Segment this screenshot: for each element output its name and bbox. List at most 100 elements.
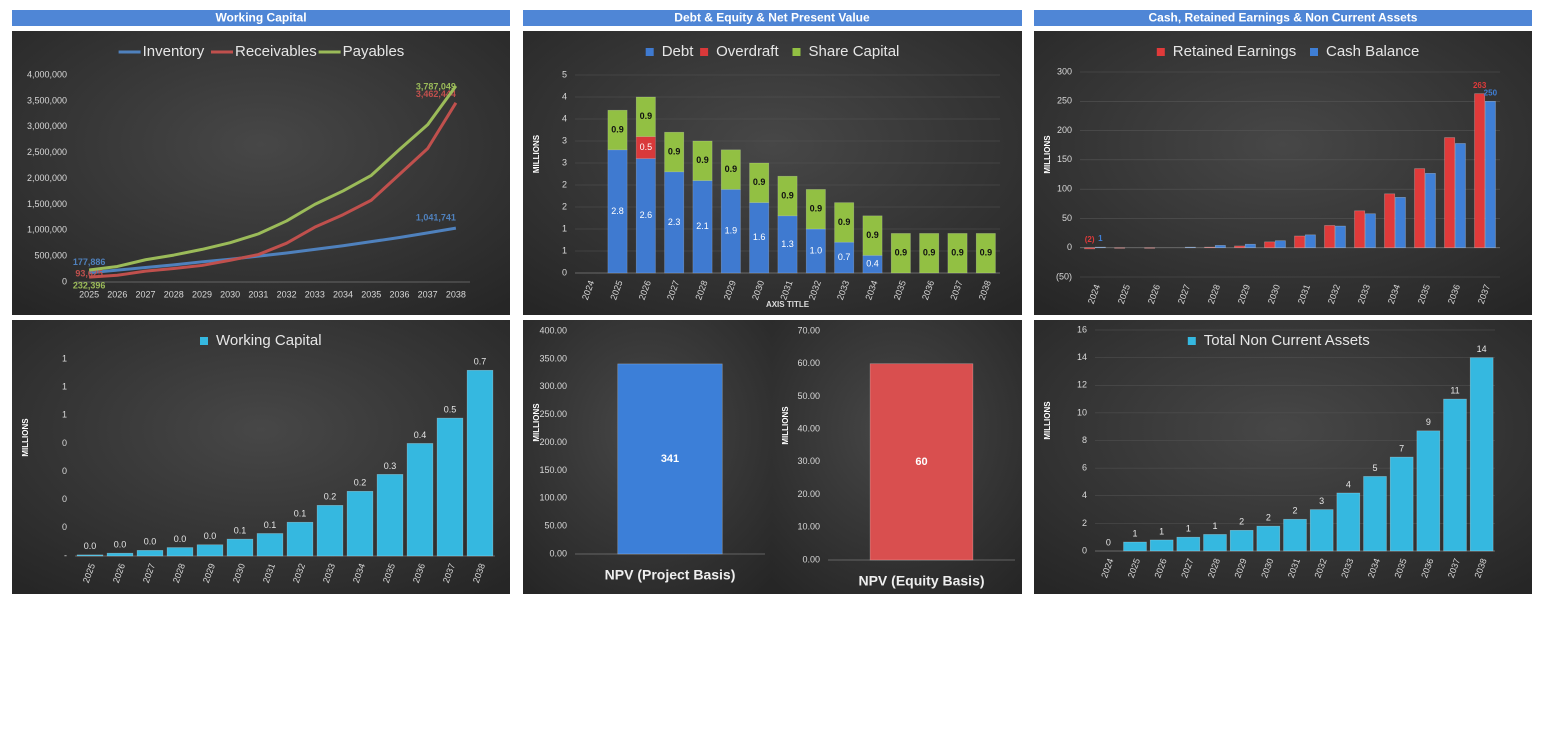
legend-swatch [1187, 337, 1196, 345]
bar-segment [749, 162, 770, 203]
bar [1484, 100, 1496, 249]
x-tick-label: 2034 [333, 289, 353, 299]
data-label: 0.0 [84, 541, 97, 551]
data-label: 0.7 [474, 357, 487, 367]
bar [1264, 241, 1276, 249]
y-tick-label: 60.00 [797, 358, 820, 368]
bar-segment [947, 233, 968, 274]
bar [1416, 430, 1441, 552]
bar-segment [975, 233, 996, 274]
legend-label: Receivables [235, 43, 317, 60]
bar-segment [777, 175, 798, 217]
line-series [88, 85, 458, 272]
y-tick-label: 20.00 [797, 489, 820, 499]
line-series [88, 226, 457, 275]
bar [136, 550, 164, 557]
data-label: 3 [1319, 496, 1324, 506]
bar [1414, 168, 1426, 249]
bar [1394, 197, 1406, 249]
data-label: 11 [1450, 385, 1459, 395]
bar-segment [805, 189, 826, 230]
y-tick-label: 8 [1082, 435, 1087, 445]
chart-panel [523, 31, 1022, 315]
bar [226, 538, 254, 557]
bar [1274, 240, 1286, 249]
x-tick-label: 2027 [136, 289, 156, 299]
chart-panel [12, 31, 510, 315]
data-label: 0.2 [324, 492, 337, 502]
bar-segment [664, 131, 685, 173]
data-label: 93,625 [75, 269, 103, 279]
y-tick-label: 4 [562, 91, 567, 101]
y-tick-label: 0 [562, 267, 567, 277]
y-tick-label: 150 [1057, 154, 1072, 164]
data-label: 2 [1239, 517, 1244, 527]
bar-segment [919, 233, 940, 274]
bar [1444, 137, 1456, 249]
data-label: 1.3 [781, 239, 794, 249]
bar [1384, 193, 1396, 249]
y-tick-label: 50.00 [797, 391, 820, 401]
y-tick-label: 1,000,000 [27, 225, 67, 235]
y-tick-label: 1 [62, 382, 67, 392]
legend-swatch [700, 48, 709, 56]
data-label: 2.8 [611, 206, 624, 216]
x-tick-label: 2032 [277, 289, 297, 299]
data-label: 0.0 [144, 537, 157, 547]
y-tick-label: 250 [1057, 96, 1072, 106]
data-label: 1 [1212, 521, 1217, 531]
data-label: 2 [1266, 513, 1271, 523]
data-label: 2.3 [668, 217, 681, 227]
y-tick-label: 0 [1082, 545, 1087, 555]
y-tick-label: 4 [562, 113, 567, 123]
y-tick-label: 5 [562, 69, 567, 79]
bar [256, 533, 284, 557]
header-bar [1034, 10, 1532, 26]
y-axis-title: MILLIONS [1043, 401, 1052, 440]
y-tick-label: 0.00 [802, 554, 820, 564]
data-label: 0.3 [384, 461, 397, 471]
y-tick-label: 2,000,000 [27, 173, 67, 183]
data-label: 0.0 [174, 534, 187, 544]
header-title: Working Capital [215, 11, 306, 25]
bar [316, 505, 344, 557]
data-label: 0.9 [866, 230, 879, 240]
y-tick-label: 1 [62, 410, 67, 420]
data-label: 0.2 [354, 478, 367, 488]
data-label: 0.1 [264, 520, 277, 530]
y-tick-label: 3 [562, 135, 567, 145]
bar [1304, 234, 1316, 249]
data-label: 9 [1426, 417, 1431, 427]
bar-segment [862, 215, 883, 256]
bar [1114, 247, 1126, 249]
y-tick-label: 50.00 [544, 521, 567, 531]
bar-segment [635, 96, 656, 137]
bar-segment [834, 202, 855, 243]
x-tick-label: NPV (Project Basis) [605, 567, 736, 583]
y-tick-label: 3 [562, 157, 567, 167]
data-label: 2.6 [640, 210, 653, 220]
data-label: 0 [1106, 537, 1111, 547]
bar [1123, 541, 1147, 552]
y-tick-label: 10 [1077, 407, 1087, 417]
legend-swatch [792, 48, 801, 56]
y-tick-label: 250.00 [539, 409, 567, 419]
data-label: 0.9 [611, 124, 624, 134]
y-tick-label: 1 [62, 353, 67, 363]
bar-segment [720, 149, 741, 190]
data-label: 5 [1372, 463, 1377, 473]
bar [1234, 245, 1246, 249]
line-series [89, 102, 458, 279]
y-tick-label: 200.00 [539, 437, 567, 447]
data-label: 0.5 [640, 142, 653, 152]
bar-segment [777, 215, 798, 274]
data-label: 0.1 [234, 525, 247, 535]
legend-swatch [645, 48, 654, 56]
bar [1334, 225, 1346, 249]
bar [1214, 245, 1226, 249]
data-label: 341 [661, 453, 679, 465]
bar [376, 474, 404, 557]
bar-segment [607, 149, 628, 274]
x-axis-title: AXIS TITLE [766, 300, 810, 309]
